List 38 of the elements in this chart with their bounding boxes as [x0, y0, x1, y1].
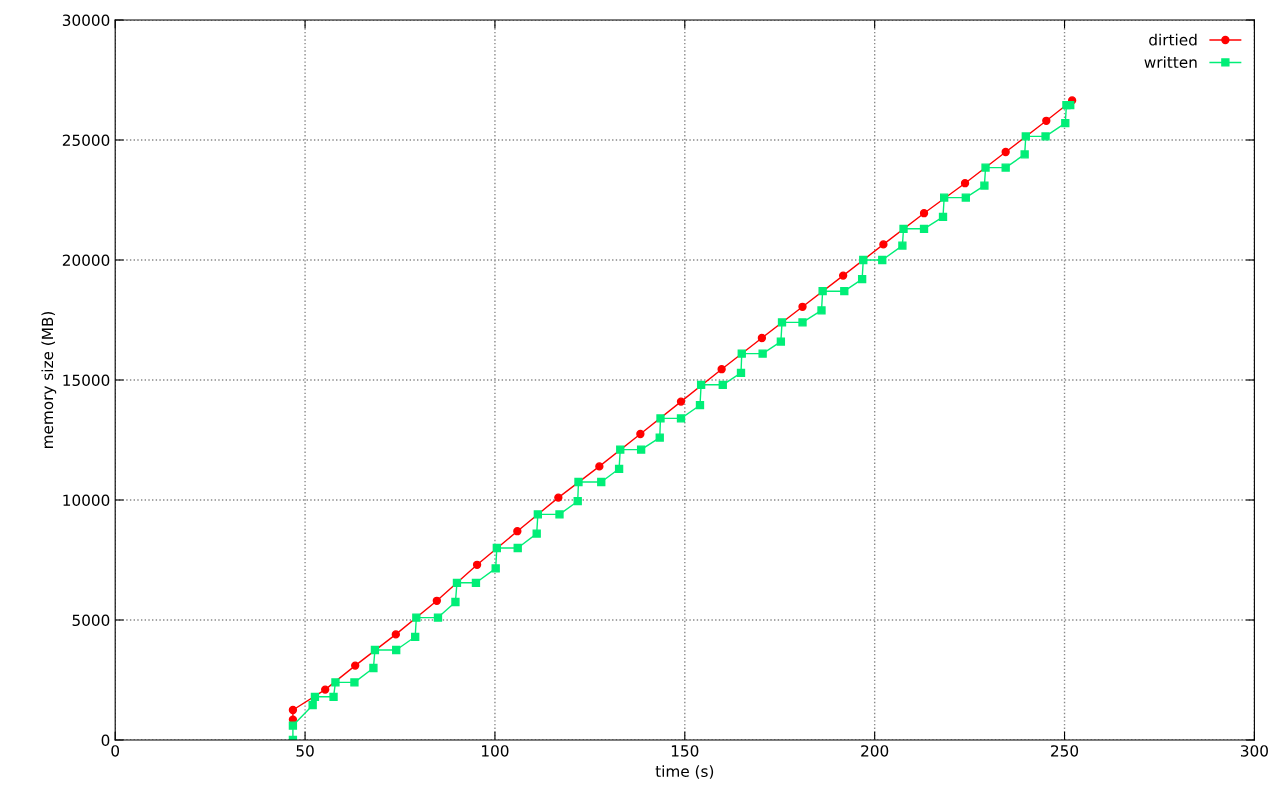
point — [321, 685, 330, 694]
point — [838, 271, 848, 280]
x-axis-title: time (s) — [655, 765, 714, 779]
x-tick-label: 0 — [111, 745, 120, 757]
y-tick-label: 5000 — [72, 614, 110, 627]
point — [432, 596, 442, 605]
point — [879, 240, 888, 249]
point — [513, 527, 522, 536]
point — [676, 397, 686, 406]
point — [919, 209, 929, 218]
x-tick-label: 300 — [1240, 745, 1268, 757]
point — [288, 705, 298, 715]
point — [554, 493, 563, 502]
x-tick-label: 50 — [296, 745, 314, 757]
y-tick-label: 10000 — [63, 494, 110, 507]
x-tick-label: 200 — [861, 745, 889, 757]
y-tick-label: 0 — [101, 734, 110, 747]
point — [472, 560, 482, 569]
y-tick-label: 25000 — [62, 134, 110, 147]
legend-label: written — [1144, 56, 1197, 68]
point — [960, 179, 970, 188]
legend-label: dirtied — [1149, 33, 1197, 46]
y-tick-label: 15000 — [63, 374, 110, 387]
point — [1001, 147, 1010, 157]
point — [391, 630, 400, 639]
y-tick-label: 20000 — [62, 254, 110, 267]
x-tick-label: 150 — [671, 745, 699, 757]
x-tick-label: 250 — [1051, 745, 1079, 757]
point — [757, 333, 767, 343]
point — [717, 365, 726, 374]
point — [1042, 116, 1051, 125]
x-tick-label: 100 — [482, 745, 509, 757]
point — [351, 661, 360, 670]
point — [798, 302, 807, 311]
point — [595, 462, 604, 471]
y-axis-title: memory size (MB) — [41, 311, 57, 448]
point — [636, 429, 645, 439]
y-tick-label: 30000 — [62, 14, 110, 27]
